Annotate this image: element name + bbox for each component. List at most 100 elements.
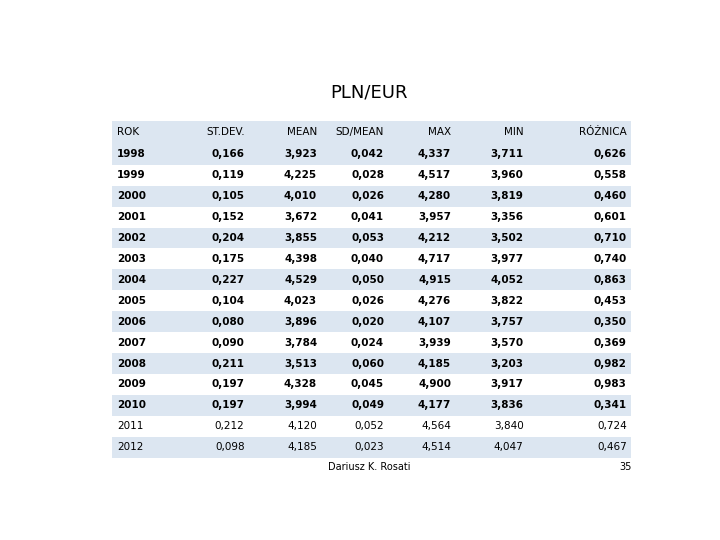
Text: 0,467: 0,467 xyxy=(597,442,627,453)
Text: 0,026: 0,026 xyxy=(351,191,384,201)
Text: 0,863: 0,863 xyxy=(594,275,627,285)
Text: 4,120: 4,120 xyxy=(287,421,317,431)
Bar xyxy=(112,186,631,207)
Text: 4,514: 4,514 xyxy=(421,442,451,453)
Bar xyxy=(112,227,631,248)
Text: 3,502: 3,502 xyxy=(490,233,523,243)
Text: 3,356: 3,356 xyxy=(490,212,523,222)
Bar xyxy=(112,248,631,269)
Text: 0,023: 0,023 xyxy=(354,442,384,453)
Text: 3,836: 3,836 xyxy=(490,400,523,410)
Text: 0,212: 0,212 xyxy=(215,421,245,431)
Bar xyxy=(112,269,631,291)
Text: MAX: MAX xyxy=(428,127,451,137)
Text: 3,203: 3,203 xyxy=(490,359,523,369)
Text: 0,983: 0,983 xyxy=(594,380,627,389)
Text: 4,212: 4,212 xyxy=(418,233,451,243)
Text: 2000: 2000 xyxy=(117,191,145,201)
Text: 0,724: 0,724 xyxy=(597,421,627,431)
Text: SD/MEAN: SD/MEAN xyxy=(336,127,384,137)
Text: 0,026: 0,026 xyxy=(351,296,384,306)
Text: 4,915: 4,915 xyxy=(418,275,451,285)
Text: 4,225: 4,225 xyxy=(284,170,317,180)
Text: 0,049: 0,049 xyxy=(351,400,384,410)
Bar xyxy=(112,437,631,458)
Text: 4,010: 4,010 xyxy=(284,191,317,201)
Text: 3,757: 3,757 xyxy=(490,316,523,327)
Text: 3,513: 3,513 xyxy=(284,359,317,369)
Bar xyxy=(112,311,631,332)
Text: 0,052: 0,052 xyxy=(354,421,384,431)
Text: 4,900: 4,900 xyxy=(418,380,451,389)
Text: 0,982: 0,982 xyxy=(594,359,627,369)
Text: 3,939: 3,939 xyxy=(418,338,451,348)
Text: 0,020: 0,020 xyxy=(351,316,384,327)
Text: 2003: 2003 xyxy=(117,254,145,264)
Text: 0,104: 0,104 xyxy=(212,296,245,306)
Text: 0,211: 0,211 xyxy=(212,359,245,369)
Text: 3,917: 3,917 xyxy=(490,380,523,389)
Text: 2001: 2001 xyxy=(117,212,145,222)
Text: 2002: 2002 xyxy=(117,233,145,243)
Text: 0,197: 0,197 xyxy=(212,380,245,389)
Text: 2008: 2008 xyxy=(117,359,145,369)
Text: 0,028: 0,028 xyxy=(351,170,384,180)
Text: 2012: 2012 xyxy=(117,442,143,453)
Bar xyxy=(112,121,631,144)
Text: 4,185: 4,185 xyxy=(287,442,317,453)
Text: 3,960: 3,960 xyxy=(491,170,523,180)
Text: 0,053: 0,053 xyxy=(351,233,384,243)
Text: 35: 35 xyxy=(619,462,631,472)
Text: 3,840: 3,840 xyxy=(494,421,523,431)
Text: Dariusz K. Rosati: Dariusz K. Rosati xyxy=(328,462,410,472)
Text: 3,819: 3,819 xyxy=(491,191,523,201)
Text: 4,398: 4,398 xyxy=(284,254,317,264)
Text: 3,672: 3,672 xyxy=(284,212,317,222)
Bar xyxy=(112,332,631,353)
Bar xyxy=(112,144,631,165)
Text: 4,047: 4,047 xyxy=(494,442,523,453)
Text: 4,717: 4,717 xyxy=(418,254,451,264)
Text: 0,453: 0,453 xyxy=(594,296,627,306)
Text: 4,517: 4,517 xyxy=(418,170,451,180)
Text: 0,152: 0,152 xyxy=(212,212,245,222)
Bar xyxy=(112,416,631,437)
Text: 0,119: 0,119 xyxy=(212,170,245,180)
Text: 3,711: 3,711 xyxy=(490,149,523,159)
Text: 0,105: 0,105 xyxy=(212,191,245,201)
Text: 2006: 2006 xyxy=(117,316,145,327)
Text: 3,822: 3,822 xyxy=(490,296,523,306)
Text: 0,197: 0,197 xyxy=(212,400,245,410)
Text: 2007: 2007 xyxy=(117,338,146,348)
Text: 0,601: 0,601 xyxy=(594,212,627,222)
Text: 0,050: 0,050 xyxy=(351,275,384,285)
Text: 4,564: 4,564 xyxy=(421,421,451,431)
Text: 0,558: 0,558 xyxy=(594,170,627,180)
Text: 4,023: 4,023 xyxy=(284,296,317,306)
Text: 0,710: 0,710 xyxy=(594,233,627,243)
Text: 3,896: 3,896 xyxy=(284,316,317,327)
Text: 0,341: 0,341 xyxy=(594,400,627,410)
Text: 4,529: 4,529 xyxy=(284,275,317,285)
Text: 3,977: 3,977 xyxy=(490,254,523,264)
Text: 4,185: 4,185 xyxy=(418,359,451,369)
Text: PLN/EUR: PLN/EUR xyxy=(330,84,408,102)
Text: 3,994: 3,994 xyxy=(284,400,317,410)
Text: ROK: ROK xyxy=(117,127,139,137)
Text: 0,045: 0,045 xyxy=(351,380,384,389)
Text: 2005: 2005 xyxy=(117,296,145,306)
Text: 4,052: 4,052 xyxy=(490,275,523,285)
Text: 0,460: 0,460 xyxy=(594,191,627,201)
Text: 2011: 2011 xyxy=(117,421,143,431)
Text: 3,855: 3,855 xyxy=(284,233,317,243)
Text: 1998: 1998 xyxy=(117,149,145,159)
Bar xyxy=(112,374,631,395)
Text: 4,107: 4,107 xyxy=(418,316,451,327)
Bar xyxy=(112,165,631,186)
Text: 0,350: 0,350 xyxy=(594,316,627,327)
Bar xyxy=(112,291,631,311)
Text: 4,328: 4,328 xyxy=(284,380,317,389)
Text: 4,177: 4,177 xyxy=(418,400,451,410)
Text: MIN: MIN xyxy=(504,127,523,137)
Text: 2010: 2010 xyxy=(117,400,145,410)
